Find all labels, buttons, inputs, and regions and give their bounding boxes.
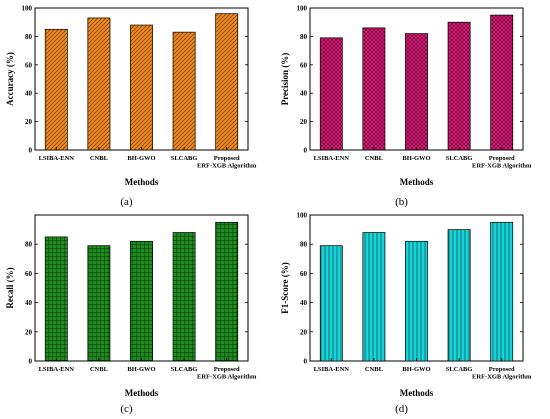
bar-b-1 — [362, 27, 386, 151]
y-tick-label: 20 — [25, 118, 33, 126]
x-category-label: CNBL — [90, 155, 109, 162]
y-tick-label: 100 — [22, 5, 33, 13]
x-category-label: BH-GWO — [127, 366, 155, 373]
x-category-label: CNBL — [365, 366, 384, 373]
y-axis-title: Accuracy (%) — [5, 52, 15, 106]
bar-a-1 — [87, 17, 111, 151]
bar-c-0 — [44, 236, 68, 362]
x-axis-title: Methods — [400, 177, 434, 187]
panel-label: (b) — [395, 196, 408, 208]
y-tick-label: 80 — [25, 241, 33, 249]
bar-b-2 — [405, 33, 428, 151]
x-category-label: CNBL — [90, 366, 109, 373]
y-tick-label: 60 — [300, 61, 308, 69]
y-axis-title: F1-Score (%) — [280, 262, 290, 314]
x-category-label: SLCABG — [446, 155, 473, 162]
y-tick-label: 80 — [25, 33, 33, 41]
chart-panel-b: 0 20 40 60 80 100 LSIBA-ENN CNBL BH-GWO SLCABG Pro… — [280, 5, 532, 209]
y-tick-label: 20 — [300, 328, 308, 336]
y-tick-label: 0 — [304, 147, 308, 155]
bar-a-4 — [215, 13, 239, 151]
panel-label: (d) — [395, 403, 408, 415]
chart-panel-d: 0 20 40 60 80 100 LSIBA-ENN CNBL BH-GWO SLCABG Pro… — [280, 212, 532, 416]
bar-c-2 — [130, 240, 153, 362]
y-tick-label: 40 — [300, 299, 308, 307]
y-tick-label: 0 — [29, 358, 33, 366]
x-category-label: LSIBA-ENN — [39, 366, 75, 373]
panel-label: (a) — [120, 196, 133, 208]
x-category-label: LSIBA-ENN — [39, 155, 75, 162]
bar-a-2 — [130, 24, 153, 151]
bar-c-4 — [215, 221, 239, 362]
x-category-label: Proposed — [214, 155, 240, 162]
x-category-label: Proposed — [489, 155, 515, 162]
y-tick-label: 0 — [304, 358, 308, 366]
x-category-label: SLCABG — [171, 366, 198, 373]
bar-a-0 — [44, 28, 68, 151]
y-tick-label: 60 — [25, 270, 33, 278]
x-axis-title: Methods — [400, 388, 434, 398]
x-category-label: LSIBA-ENN — [314, 366, 350, 373]
x-category-label: BH-GWO — [127, 155, 155, 162]
x-category-label: Proposed — [214, 366, 240, 373]
x-category-label: ERF-XGB Algorithm — [472, 374, 532, 381]
bar-d-0 — [319, 245, 343, 362]
chart-panel-a: 0 20 40 60 80 100 LSIBA-ENN CNBL BH-GWO SLCABG Pro… — [5, 5, 257, 209]
x-category-label: Proposed — [489, 366, 515, 373]
y-tick-label: 20 — [300, 118, 308, 126]
bar-a-3 — [172, 31, 196, 151]
bar-d-3 — [447, 229, 471, 362]
x-category-label: BH-GWO — [402, 155, 430, 162]
x-axis-title: Methods — [125, 388, 159, 398]
y-tick-label: 60 — [300, 270, 308, 278]
bar-d-1 — [362, 232, 386, 362]
bar-b-3 — [447, 21, 471, 151]
bar-c-3 — [172, 232, 196, 362]
x-category-label: ERF-XGB Algorithm — [472, 163, 532, 170]
x-category-label: ERF-XGB Algorithm — [197, 374, 257, 381]
y-tick-label: 60 — [25, 61, 33, 69]
y-tick-label: 40 — [25, 90, 33, 98]
y-tick-label: 80 — [300, 241, 308, 249]
bar-c-1 — [87, 245, 111, 362]
chart-panel-c: 0 20 40 60 80 LSIBA-ENN CNBL BH-GWO SLCABG Propos… — [5, 214, 257, 415]
x-axis-title: Methods — [125, 177, 159, 187]
x-category-label: ERF-XGB Algorithm — [197, 163, 257, 170]
bar-b-4 — [490, 14, 514, 151]
bar-d-4 — [490, 221, 514, 362]
x-category-label: LSIBA-ENN — [314, 155, 350, 162]
y-axis-title: Recall (%) — [5, 267, 15, 308]
bar-d-2 — [405, 240, 428, 362]
y-axis-title: Precision (%) — [280, 53, 290, 106]
y-tick-label: 20 — [25, 328, 33, 336]
x-category-label: SLCABG — [171, 155, 198, 162]
y-tick-label: 80 — [300, 33, 308, 41]
panel-label: (c) — [120, 403, 133, 415]
y-tick-label: 100 — [297, 5, 308, 13]
x-category-label: BH-GWO — [402, 366, 430, 373]
y-tick-label: 40 — [300, 90, 308, 98]
x-category-label: CNBL — [365, 155, 384, 162]
y-tick-label: 100 — [297, 212, 308, 220]
y-tick-label: 0 — [29, 147, 33, 155]
bar-b-0 — [319, 37, 343, 151]
x-category-label: SLCABG — [446, 366, 473, 373]
y-tick-label: 40 — [25, 299, 33, 307]
